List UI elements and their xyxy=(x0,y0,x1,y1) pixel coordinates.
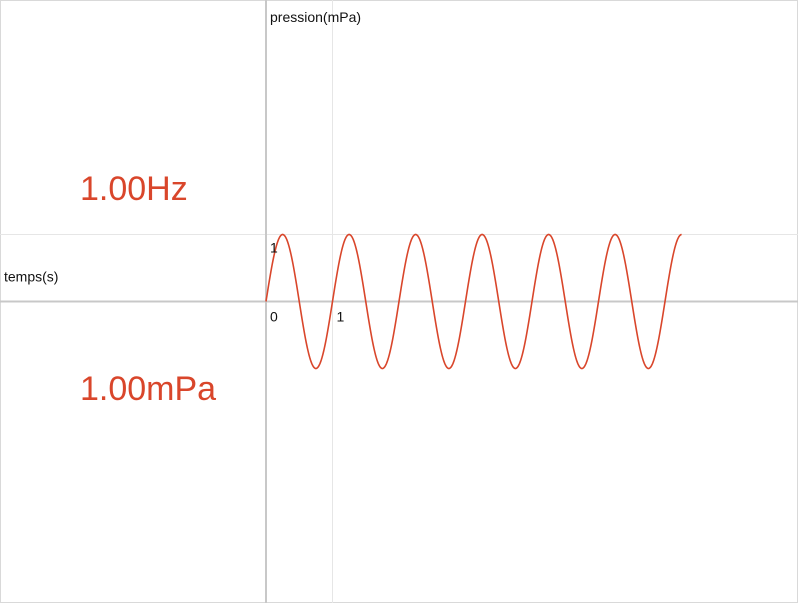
frequency-readout: 1.00Hz xyxy=(80,170,188,208)
amplitude-readout: 1.00mPa xyxy=(80,370,217,408)
pressure-sine-curve xyxy=(265,233,682,370)
x-tick-label-0: 0 xyxy=(270,309,278,325)
y-tick-label-1: 1 xyxy=(270,240,278,256)
x-axis-label: temps(s) xyxy=(4,269,58,285)
y-axis-label: pression(mPa) xyxy=(270,9,361,25)
x-tick-label-1: 1 xyxy=(337,309,345,325)
